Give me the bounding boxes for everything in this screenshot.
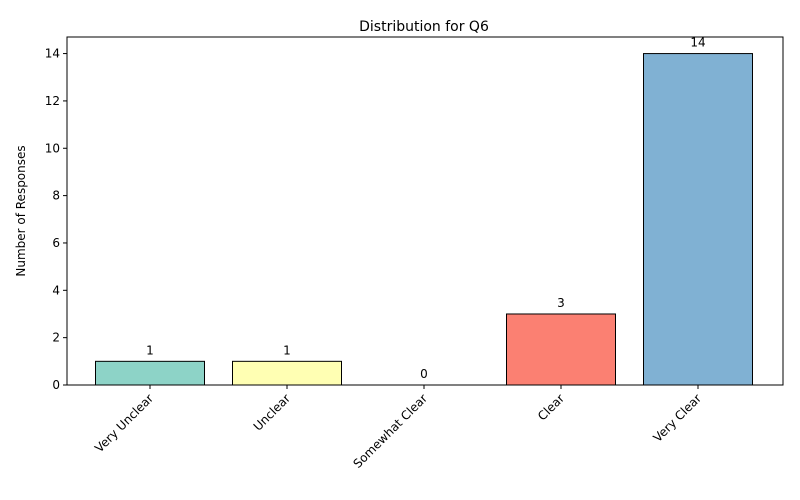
- x-tick-label-4: Very Clear: [650, 391, 704, 445]
- y-tick-label-5: 10: [45, 141, 60, 155]
- y-tick-label-4: 8: [52, 189, 60, 203]
- y-tick-label-7: 14: [45, 47, 60, 61]
- y-axis-label: Number of Responses: [14, 145, 28, 276]
- data-labels-group: 1 1 0 3 14: [146, 36, 705, 381]
- bar-3: [506, 313, 616, 386]
- chart-title: Distribution for Q6: [359, 19, 489, 35]
- x-tick-label-0: Very Unclear: [92, 391, 156, 455]
- bar-1: [232, 360, 342, 386]
- x-tick-label-2: Somewhat Clear: [350, 391, 430, 471]
- y-axis-ticks: 0 2 4 6 8 10 12 14: [45, 47, 67, 392]
- y-tick-label-0: 0: [52, 378, 60, 392]
- x-axis-ticks: Very Unclear Unclear Somewhat Clear Clear Ve…: [92, 385, 704, 471]
- bars-group: [95, 53, 753, 386]
- data-label-4: 14: [690, 36, 705, 50]
- x-tick-label-3: Clear: [535, 391, 567, 423]
- y-tick-label-3: 6: [52, 236, 60, 250]
- y-tick-label-2: 4: [52, 283, 60, 297]
- x-tick-label-1: Unclear: [251, 391, 293, 433]
- y-tick-label-6: 12: [45, 94, 60, 108]
- bar-4: [643, 53, 753, 386]
- data-label-0: 1: [146, 343, 154, 357]
- data-label-2: 0: [420, 367, 428, 381]
- y-tick-label-1: 2: [52, 331, 60, 345]
- data-label-1: 1: [283, 343, 291, 357]
- plot-frame: [66, 36, 784, 386]
- bar-0: [95, 360, 205, 386]
- data-label-3: 3: [557, 296, 565, 310]
